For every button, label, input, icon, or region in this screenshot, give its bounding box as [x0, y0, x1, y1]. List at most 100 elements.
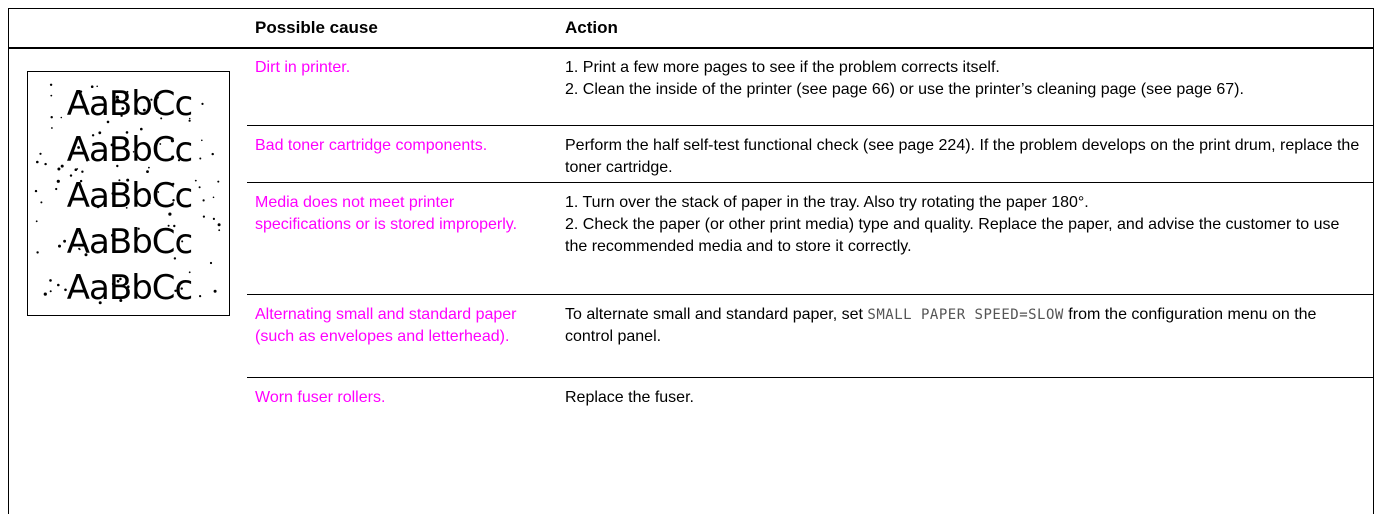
toner-specks: [34, 83, 221, 305]
speck: [63, 239, 66, 243]
speck: [126, 178, 130, 182]
speck: [106, 120, 110, 124]
speck: [56, 179, 60, 183]
speck: [157, 277, 160, 280]
speck: [213, 289, 217, 293]
speck: [74, 168, 78, 171]
sample-text: AaBbCc: [66, 268, 193, 308]
speck: [76, 168, 79, 170]
speck: [170, 139, 174, 143]
speck: [116, 279, 120, 283]
speck: [209, 261, 213, 265]
speck: [159, 143, 162, 145]
speck: [180, 287, 183, 290]
speck: [111, 282, 115, 286]
speck: [43, 292, 47, 296]
possible-cause: Alternating small and standard paper (su…: [255, 306, 517, 345]
speck: [126, 90, 129, 93]
speck: [115, 95, 119, 99]
speck: [157, 191, 160, 193]
possible-cause: Bad toner cartridge components.: [255, 137, 488, 154]
speck: [168, 212, 172, 216]
speck: [110, 143, 114, 147]
speck: [60, 116, 63, 119]
speck: [155, 110, 158, 112]
row-rule: [247, 125, 1374, 126]
sample-text: AaBbCc: [66, 84, 193, 124]
action-step: To alternate small and standard paper, s…: [565, 304, 1365, 348]
possible-cause: Worn fuser rollers.: [255, 389, 386, 406]
speck: [50, 116, 53, 119]
action: 1. Print a few more pages to see if the …: [565, 57, 1365, 101]
possible-cause: Media does not meet printer specificatio…: [255, 194, 518, 233]
speck: [217, 223, 221, 227]
speck: [138, 190, 141, 192]
speck: [116, 164, 119, 168]
speck: [98, 131, 102, 135]
speck: [211, 152, 214, 156]
speck: [171, 155, 175, 159]
speck: [55, 187, 58, 191]
sample-text: AaBbCc: [66, 222, 193, 262]
speck: [160, 117, 163, 120]
defect-sample-image: AaBbCc AaBbCc AaBbCc AaBbCc AaBbCc: [27, 71, 230, 316]
speck: [111, 192, 115, 195]
speck: [86, 159, 89, 162]
action: Perform the half self-test functional ch…: [565, 135, 1365, 179]
speck: [156, 96, 159, 99]
speck: [181, 240, 184, 243]
action-text: To alternate small and standard paper, s…: [565, 306, 868, 323]
speck: [111, 234, 114, 237]
sample-text: AaBbCc: [66, 130, 193, 170]
speck: [64, 288, 67, 292]
row-rule: [247, 294, 1374, 295]
sample-text: AaBbCc: [66, 176, 193, 216]
speck: [142, 108, 146, 112]
speck: [98, 301, 102, 305]
speck: [202, 215, 205, 218]
speck: [49, 83, 53, 86]
speck: [119, 277, 122, 281]
action-step: 2. Clean the inside of the printer (see …: [565, 81, 1244, 98]
action-text: from the configuration menu on the contr…: [565, 306, 1317, 345]
speck: [35, 220, 38, 223]
speck: [125, 131, 129, 134]
speck: [218, 229, 221, 232]
speck: [79, 179, 83, 183]
speck: [96, 205, 100, 209]
speck: [188, 271, 191, 274]
speck: [125, 93, 128, 96]
speck: [198, 186, 201, 189]
speck: [69, 174, 73, 177]
action-step: 1. Print a few more pages to see if the …: [565, 59, 1000, 76]
speck: [194, 179, 197, 182]
speck: [84, 253, 88, 257]
speck: [78, 247, 81, 250]
control-panel-setting: SMALL PAPER SPEED=SLOW: [867, 307, 1064, 323]
action-step: Replace the fuser.: [565, 389, 694, 406]
speck: [121, 107, 125, 110]
speck: [202, 199, 205, 202]
row-rule: [247, 377, 1374, 378]
speck: [50, 94, 53, 97]
action: 1. Turn over the stack of paper in the t…: [565, 192, 1365, 258]
row-rule: [247, 182, 1374, 183]
speck: [172, 199, 175, 202]
speck: [127, 285, 130, 288]
speck: [57, 283, 60, 287]
speck: [118, 179, 121, 182]
speck: [49, 279, 52, 282]
speck: [57, 167, 61, 171]
speck: [199, 295, 202, 298]
column-header: Action: [565, 18, 618, 37]
speck: [51, 127, 53, 129]
speck: [172, 182, 175, 186]
speck: [150, 98, 153, 101]
speck: [148, 166, 150, 169]
speck: [101, 96, 104, 100]
possible-cause: Dirt in printer.: [255, 59, 351, 76]
speck: [116, 98, 120, 102]
speck: [58, 244, 61, 248]
action-step: Perform the half self-test functional ch…: [565, 137, 1360, 176]
speck: [34, 189, 38, 193]
